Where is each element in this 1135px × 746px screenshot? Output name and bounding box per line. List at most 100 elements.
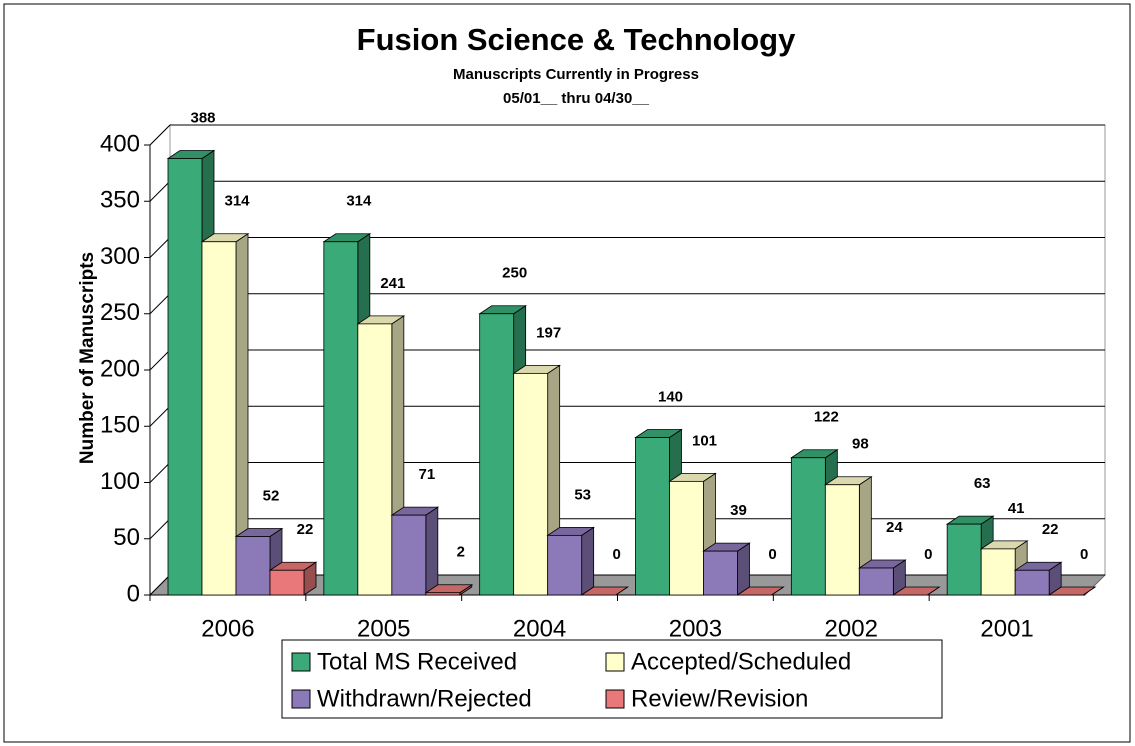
- bar-top-shade: [669, 473, 716, 482]
- bar: [702, 542, 751, 596]
- value-label: 314: [224, 193, 250, 210]
- bar-front: [323, 241, 359, 596]
- legend-swatch: [291, 652, 311, 672]
- bar-front: [858, 567, 894, 596]
- grid-line: [149, 237, 171, 258]
- bar-top-shade: [1049, 587, 1096, 595]
- legend-label: Review/Revision: [631, 685, 808, 712]
- bar: [424, 584, 474, 596]
- bar-front: [513, 372, 549, 596]
- legend-swatch: [605, 689, 625, 709]
- bar-front: [391, 514, 427, 596]
- bar-top: [1047, 586, 1097, 596]
- grid-line: [149, 574, 171, 596]
- bar-top-shade: [1015, 562, 1062, 571]
- value-label: 63: [974, 475, 991, 492]
- y-tick-label: 0: [127, 580, 140, 607]
- bar-top-shade: [236, 528, 282, 537]
- grid-line: [149, 124, 171, 146]
- bar: [390, 506, 440, 596]
- value-label: 0: [1080, 546, 1088, 563]
- value-label: 53: [574, 486, 591, 503]
- value-label: 52: [263, 487, 280, 504]
- bar-top-shade: [168, 150, 214, 159]
- bar-front: [235, 536, 271, 596]
- bar-front: [669, 480, 704, 596]
- bar-front: [1014, 569, 1050, 596]
- chart-title: Fusion Science & Technology: [357, 22, 796, 57]
- bar-side-shade: [425, 507, 438, 595]
- bar: [580, 586, 629, 596]
- y-tick-label: 150: [100, 412, 140, 439]
- legend-swatch: [605, 652, 625, 672]
- bar: [736, 586, 785, 596]
- bar-top-shade: [323, 233, 370, 242]
- value-label: 250: [502, 265, 527, 282]
- bar-top-shade: [737, 587, 784, 595]
- bar-top-shade: [391, 507, 438, 516]
- value-label: 122: [814, 409, 839, 426]
- value-label: 197: [536, 324, 561, 341]
- value-label: 41: [1008, 500, 1025, 517]
- bar-top-shade: [635, 429, 682, 438]
- bar: [979, 540, 1029, 596]
- x-tick-label: 2003: [669, 615, 722, 642]
- value-label: 71: [418, 466, 435, 483]
- bar-top: [736, 586, 785, 596]
- value-label: 2: [457, 544, 465, 561]
- y-tick-label: 300: [100, 243, 140, 270]
- x-tick-label: 2005: [357, 615, 410, 642]
- value-label: 0: [768, 546, 776, 563]
- bar: [546, 526, 595, 596]
- value-label: 0: [924, 546, 932, 563]
- legend-label: Accepted/Scheduled: [631, 648, 851, 675]
- bar-top: [580, 586, 629, 596]
- bar-top-shade: [513, 365, 560, 374]
- legend-swatch: [291, 689, 311, 709]
- y-tick-label: 350: [100, 187, 140, 214]
- bar: [1047, 586, 1097, 596]
- bar-front: [635, 437, 670, 596]
- bar-top-shade: [357, 315, 404, 324]
- bar-front: [201, 241, 237, 596]
- bar-top-shade: [547, 527, 594, 536]
- bar-top-shade: [703, 543, 750, 552]
- value-label: 140: [658, 388, 683, 405]
- chart-subtitle: Manuscripts Currently in Progress: [453, 66, 699, 83]
- bar-front: [269, 569, 305, 596]
- y-tick-label: 100: [100, 468, 140, 495]
- value-label: 24: [886, 519, 903, 536]
- y-tick-label: 200: [100, 355, 140, 382]
- bar-side-shade: [459, 584, 472, 595]
- bar-top: [892, 586, 941, 596]
- bar-front: [824, 484, 860, 596]
- bar-front: [425, 592, 461, 596]
- bar-front: [479, 313, 515, 596]
- grid-line: [149, 405, 171, 427]
- bar-front: [547, 534, 583, 596]
- value-label: 314: [346, 193, 372, 210]
- bar-side-shade: [236, 233, 248, 595]
- bar-top-shade: [791, 449, 838, 458]
- y-tick-label: 250: [100, 299, 140, 326]
- bar-front: [703, 550, 738, 596]
- bar-top-shade: [479, 305, 526, 314]
- bar-front: [980, 548, 1016, 596]
- legend-label: Withdrawn/Rejected: [317, 685, 532, 712]
- value-label: 101: [692, 432, 717, 449]
- x-tick-label: 2002: [825, 615, 878, 642]
- value-label: 388: [190, 109, 215, 126]
- grid-line: [149, 349, 171, 371]
- bar-side-shade: [737, 543, 750, 595]
- grid-line: [149, 518, 171, 540]
- value-label: 22: [1042, 521, 1059, 538]
- y-axis-label: Number of Manuscripts: [77, 252, 98, 464]
- grid-line: [149, 293, 171, 315]
- bar-top-shade: [270, 562, 316, 571]
- bar-top-shade: [425, 584, 472, 593]
- bar: [200, 233, 250, 596]
- bar-front: [790, 457, 826, 596]
- chart-subtitle: 05/01__ thru 04/30__: [503, 90, 650, 107]
- bar-top-shade: [981, 540, 1028, 549]
